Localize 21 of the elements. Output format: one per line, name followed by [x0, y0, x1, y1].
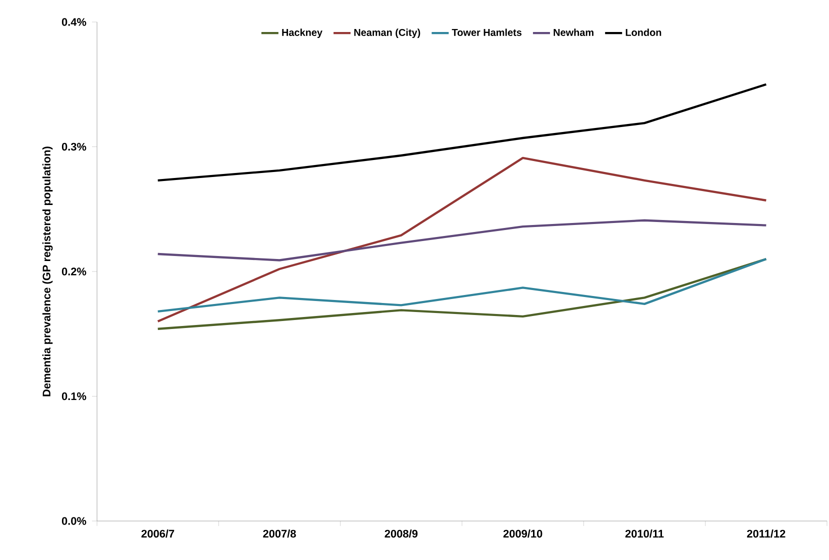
- y-tick-label: 0.0%: [62, 517, 86, 525]
- legend-label: Tower Hamlets: [452, 28, 522, 36]
- legend-label: Hackney: [282, 28, 322, 38]
- line-series: [156, 83, 768, 182]
- legend-label: London: [626, 28, 662, 36]
- line-series: [156, 219, 768, 262]
- y-tick-label: 0.2%: [62, 268, 86, 276]
- legend-label: Neaman (City): [354, 28, 420, 38]
- x-tick-label: 2010/11: [625, 530, 664, 538]
- y-tick-label: 0.4%: [62, 18, 86, 26]
- line-series: [156, 258, 768, 313]
- x-tick-label: 2006/7: [141, 530, 174, 538]
- x-tick-label: 2009/10: [503, 530, 542, 538]
- y-tick-label: 0.3%: [62, 142, 86, 151]
- x-tick-label: 2011/12: [747, 530, 786, 538]
- x-tick-label: 2007/8: [263, 530, 296, 538]
- line-series: [156, 156, 768, 322]
- legend-label: Newham: [554, 28, 594, 36]
- y-axis-title: Dementia prevalence (GP registered population): [42, 146, 53, 396]
- x-tick-label: 2008/9: [384, 530, 418, 538]
- y-tick-label: 0.1%: [62, 392, 86, 400]
